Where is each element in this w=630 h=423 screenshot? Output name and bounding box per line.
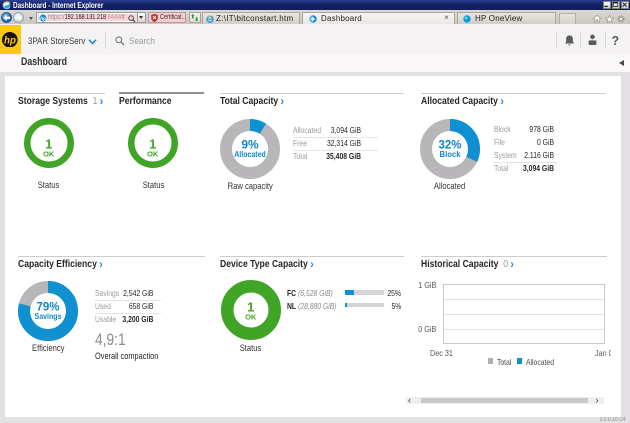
svg-text:1: 1: [149, 136, 156, 151]
svg-text:OK: OK: [245, 312, 257, 321]
svg-text:79%: 79%: [37, 299, 60, 313]
svg-text:OK: OK: [147, 149, 159, 158]
svg-text:Savings: Savings: [35, 312, 62, 321]
svg-text:1: 1: [45, 136, 52, 151]
svg-text:hp: hp: [40, 16, 46, 21]
svg-text:hp: hp: [4, 35, 16, 46]
svg-text:OK: OK: [43, 149, 55, 158]
svg-text:32%: 32%: [439, 137, 462, 151]
svg-text:1: 1: [247, 300, 254, 315]
svg-text:Allocated: Allocated: [234, 150, 266, 159]
svg-text:9%: 9%: [241, 137, 259, 151]
svg-text:Block: Block: [440, 150, 462, 159]
